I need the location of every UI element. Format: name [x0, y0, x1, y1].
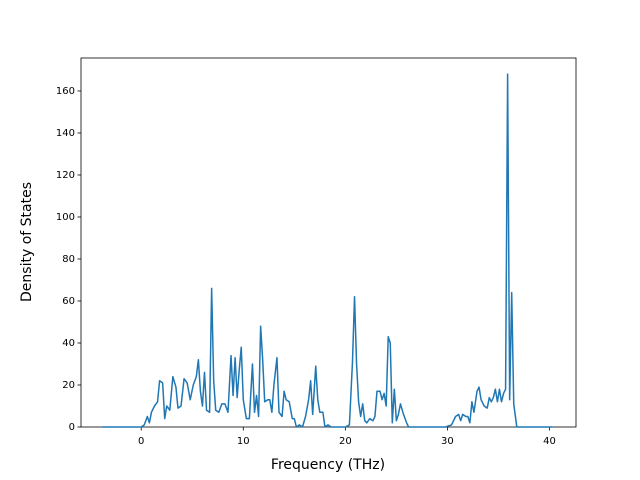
y-tick-label: 140	[56, 128, 75, 139]
y-tick-label: 60	[62, 296, 75, 307]
x-tick-label: 10	[237, 436, 250, 447]
x-tick-label: 20	[339, 436, 352, 447]
y-tick-label: 0	[69, 422, 75, 433]
dos-line	[102, 73, 553, 428]
axes-frame	[80, 57, 577, 428]
y-tick-label: 120	[56, 170, 75, 181]
y-tick-label: 100	[56, 212, 75, 223]
y-tick-label: 40	[62, 338, 75, 349]
x-tick-label: 0	[138, 436, 144, 447]
y-axis-label: Density of States	[19, 182, 35, 302]
y-tick-label: 20	[62, 380, 75, 391]
x-axis-label: Frequency (THz)	[271, 457, 385, 473]
y-tick-label: 160	[56, 86, 75, 97]
y-tick-label: 80	[62, 254, 75, 265]
x-tick-label: 30	[441, 436, 454, 447]
x-tick-label: 40	[543, 436, 556, 447]
